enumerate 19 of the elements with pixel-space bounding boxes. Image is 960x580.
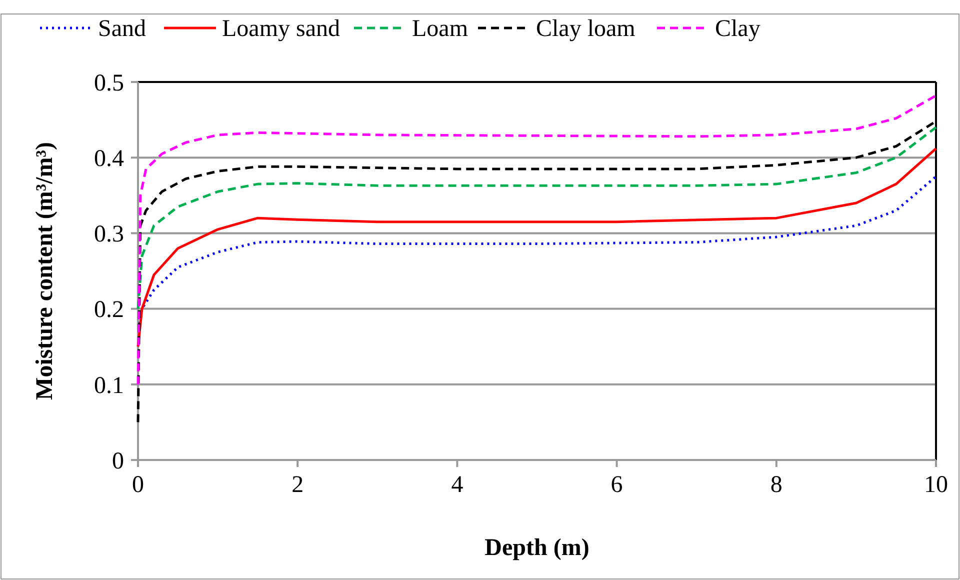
x-tick-label: 8 bbox=[770, 472, 782, 498]
x-tick-label: 10 bbox=[924, 472, 948, 498]
y-tick-label: 0.1 bbox=[94, 372, 124, 399]
y-tick-label: 0 bbox=[112, 448, 124, 474]
legend-label: Loam bbox=[412, 16, 468, 42]
x-tick-label: 2 bbox=[292, 472, 304, 498]
x-tick-label: 6 bbox=[610, 472, 623, 498]
y-tick-label: 0.3 bbox=[94, 222, 124, 248]
y-tick-label: 0.2 bbox=[94, 297, 124, 324]
legend-label: Clay bbox=[715, 16, 760, 42]
y-axis-title: Moisture content (m³/m³) bbox=[32, 142, 58, 400]
x-tick-label: 4 bbox=[451, 472, 464, 498]
legend-label: Sand bbox=[98, 16, 146, 42]
legend-label: Clay loam bbox=[536, 16, 636, 42]
y-tick-label: 0.4 bbox=[94, 146, 124, 172]
legend-label: Loamy sand bbox=[222, 16, 340, 42]
x-axis-title: Depth (m) bbox=[484, 535, 590, 561]
x-tick-label: 0 bbox=[132, 472, 144, 498]
y-tick-label: 0.5 bbox=[94, 70, 124, 96]
